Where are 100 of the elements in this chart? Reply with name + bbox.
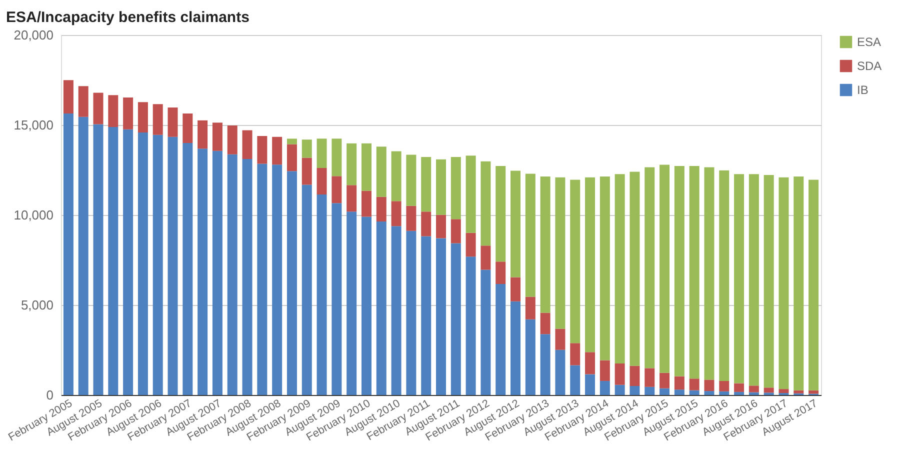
bar: [525, 174, 536, 297]
bar: [346, 143, 357, 186]
y-tick-label: 15,000: [14, 118, 54, 132]
bar: [332, 203, 342, 395]
bar: [286, 138, 297, 144]
bar: [525, 296, 536, 320]
bar: [748, 392, 759, 395]
bar: [78, 86, 88, 117]
bar: [272, 136, 282, 165]
bar: [212, 150, 222, 395]
bar: [406, 230, 416, 395]
bar: [689, 390, 700, 395]
bar: [778, 389, 789, 394]
bar: [719, 391, 730, 395]
bar: [257, 136, 268, 164]
bar: [660, 164, 670, 373]
bar: [257, 164, 268, 395]
bar: [496, 166, 506, 262]
bar: [272, 164, 282, 395]
bar: [510, 277, 521, 302]
y-tick-label: 5,000: [20, 298, 54, 312]
bar: [630, 172, 640, 366]
bar: [242, 159, 252, 395]
bar: [689, 166, 700, 379]
bar: [660, 388, 670, 395]
bar: [406, 206, 416, 231]
bar: [78, 116, 88, 395]
bar: [600, 176, 610, 360]
bar: [644, 167, 655, 368]
bar: [376, 221, 386, 395]
bar: [346, 212, 357, 395]
bar: [63, 113, 74, 395]
bar: [376, 196, 386, 222]
bar: [674, 166, 684, 376]
bar: [480, 270, 491, 395]
bar: [719, 170, 730, 381]
bar: [555, 328, 566, 350]
bar: [704, 380, 714, 392]
bar: [436, 238, 446, 395]
bar: [614, 384, 625, 395]
bar: [138, 132, 148, 395]
bar: [376, 146, 386, 197]
bar: [674, 376, 684, 390]
bar: [138, 102, 148, 133]
legend-label: SDA: [857, 59, 882, 73]
bar: [480, 161, 491, 246]
bar: [496, 262, 506, 284]
bar: [614, 174, 625, 364]
bar: [540, 176, 550, 313]
bar: [286, 171, 297, 395]
bar: [436, 214, 446, 238]
bar: [496, 284, 506, 395]
bar: [346, 185, 357, 212]
bar: [466, 256, 476, 395]
bar: [585, 352, 596, 374]
bar: [316, 194, 327, 395]
bar: [689, 378, 700, 390]
bar: [570, 180, 580, 344]
bar: [421, 212, 432, 236]
legend-label: IB: [857, 83, 868, 97]
bar: [302, 140, 312, 158]
bar: [168, 108, 178, 137]
bar: [600, 380, 610, 395]
bar: [391, 201, 402, 226]
bar: [748, 174, 759, 386]
bar: [108, 126, 118, 395]
bar: [808, 180, 819, 390]
bar: [570, 365, 580, 395]
bar: [242, 130, 252, 160]
bar: [570, 343, 580, 366]
bar: [600, 360, 610, 381]
bar: [406, 154, 416, 206]
y-tick-label: 20,000: [14, 28, 54, 42]
chart-title: ESA/Incapacity benefits claimants: [6, 9, 250, 26]
bar: [794, 176, 804, 390]
bar: [123, 129, 134, 395]
bar: [391, 151, 402, 202]
bar: [421, 236, 432, 395]
bar: [361, 190, 372, 217]
bar: [794, 390, 804, 394]
bar: [704, 167, 714, 380]
bar: [286, 144, 297, 172]
bar: [510, 301, 521, 395]
bar: [361, 216, 372, 395]
y-tick-label: 10,000: [14, 208, 54, 222]
bar: [644, 368, 655, 387]
legend-label: ESA: [857, 35, 882, 49]
bar: [198, 120, 208, 149]
bar: [734, 392, 744, 395]
bar: [674, 390, 684, 395]
bar: [450, 219, 461, 244]
bar: [316, 138, 327, 168]
bar: [734, 174, 744, 384]
bar: [510, 170, 521, 278]
bar: [316, 168, 327, 194]
bar: [778, 177, 789, 390]
bar: [227, 154, 238, 395]
bar: [227, 126, 238, 154]
bar: [421, 157, 432, 212]
bar: [555, 350, 566, 395]
